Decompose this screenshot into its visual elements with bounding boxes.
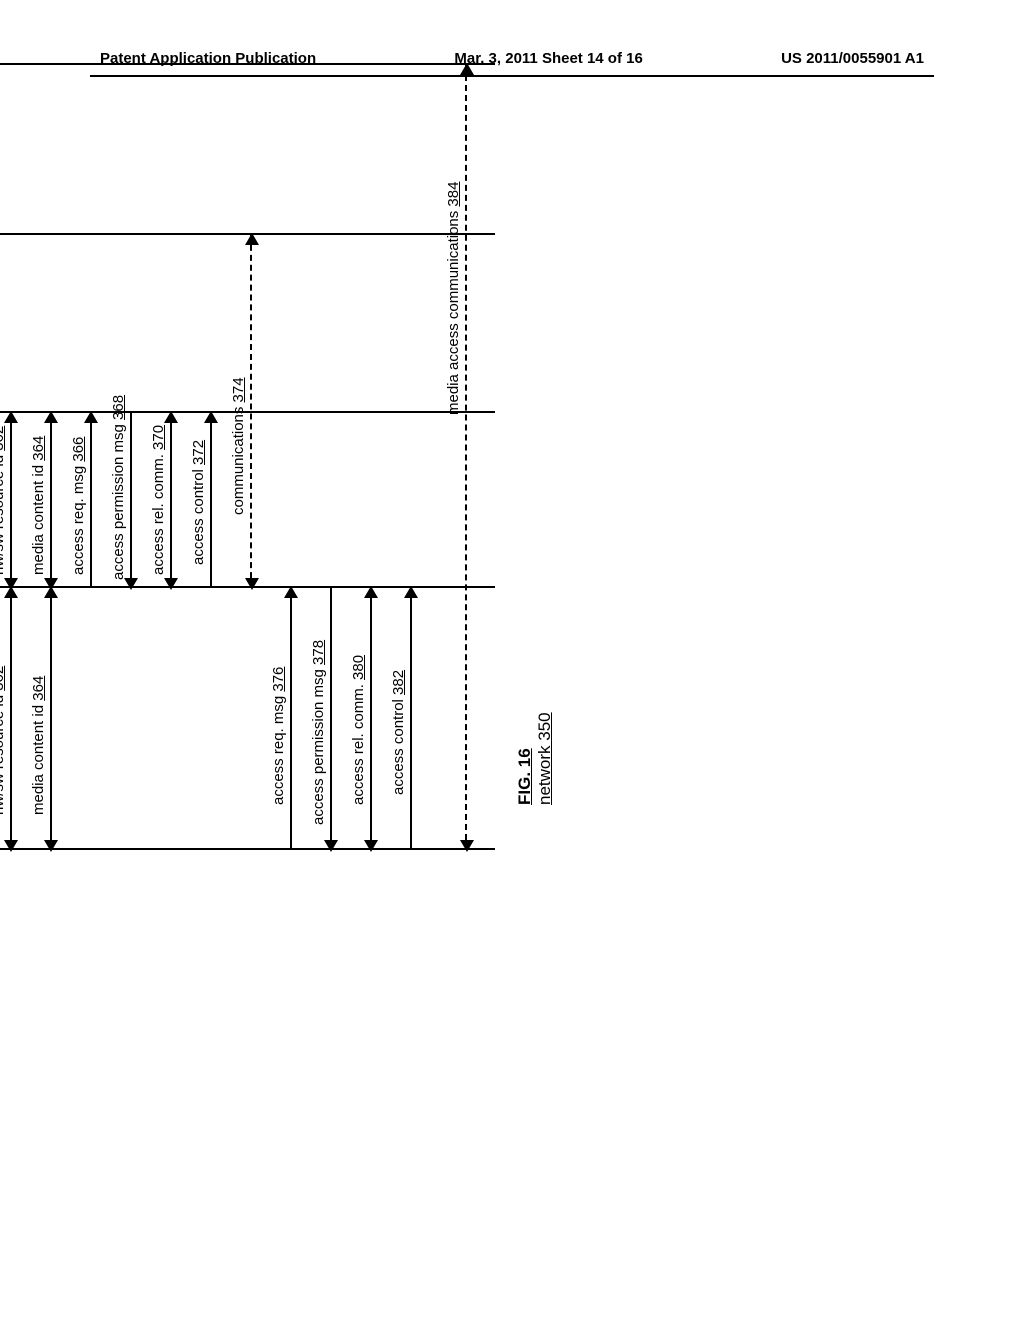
message-arrow [465, 65, 467, 850]
message-label: access rel. comm. 370 [150, 425, 167, 575]
arrowhead-right-icon [4, 411, 18, 423]
message-label: media content id 364 [30, 676, 47, 815]
arrowhead-left-icon [460, 840, 474, 852]
arrowhead-right-icon [164, 411, 178, 423]
sequence-diagram: firstdevice352wirelessseconddevice354wir… [5, 305, 995, 1045]
arrowhead-left-icon [164, 578, 178, 590]
message-arrow [330, 588, 332, 850]
arrowhead-right-icon [84, 411, 98, 423]
message-arrow [10, 588, 12, 850]
message-arrow [290, 588, 292, 850]
message-arrow [250, 235, 252, 588]
message-label: access control 372 [190, 440, 207, 565]
message-label: access rel. comm. 380 [350, 655, 367, 805]
arrowhead-left-icon [4, 578, 18, 590]
lifeline-provider [0, 63, 495, 65]
message-label: hw/sw resource id 362 [0, 666, 7, 815]
arrowhead-left-icon [364, 840, 378, 852]
message-arrow [50, 588, 52, 850]
arrowhead-left-icon [324, 840, 338, 852]
message-label: communications 374 [230, 377, 247, 515]
arrowhead-right-icon [204, 411, 218, 423]
message-arrow [10, 413, 12, 588]
arrowhead-right-icon [284, 586, 298, 598]
message-label: media content id 364 [30, 436, 47, 575]
message-arrow [370, 588, 372, 850]
message-label: access permission msg 378 [310, 640, 327, 825]
message-arrow [130, 413, 132, 588]
message-label: access control 382 [390, 670, 407, 795]
message-arrow [210, 413, 212, 588]
arrowhead-left-icon [44, 840, 58, 852]
arrowhead-left-icon [4, 840, 18, 852]
diagram-inner: firstdevice352wirelessseconddevice354wir… [0, 0, 615, 915]
message-arrow [50, 413, 52, 588]
message-label: access req. msg 366 [70, 437, 87, 575]
arrowhead-right-icon [460, 63, 474, 75]
figure-caption: FIG. 16network 350 [515, 712, 555, 805]
arrowhead-right-icon [364, 586, 378, 598]
arrowhead-left-icon [44, 578, 58, 590]
message-arrow [170, 413, 172, 588]
message-label: access req. msg 376 [270, 667, 287, 805]
arrowhead-right-icon [44, 411, 58, 423]
message-label: access permission msg 368 [110, 395, 127, 580]
header-right: US 2011/0055901 A1 [781, 50, 924, 67]
lifeline-first [0, 848, 495, 850]
message-arrow [90, 413, 92, 588]
message-arrow [410, 588, 412, 850]
message-label: hw/sw resource id 362 [0, 426, 7, 575]
arrowhead-left-icon [245, 578, 259, 590]
lifeline-third [0, 411, 495, 413]
arrowhead-right-icon [404, 586, 418, 598]
arrowhead-right-icon [245, 233, 259, 245]
message-label: media access communications 384 [445, 182, 462, 415]
